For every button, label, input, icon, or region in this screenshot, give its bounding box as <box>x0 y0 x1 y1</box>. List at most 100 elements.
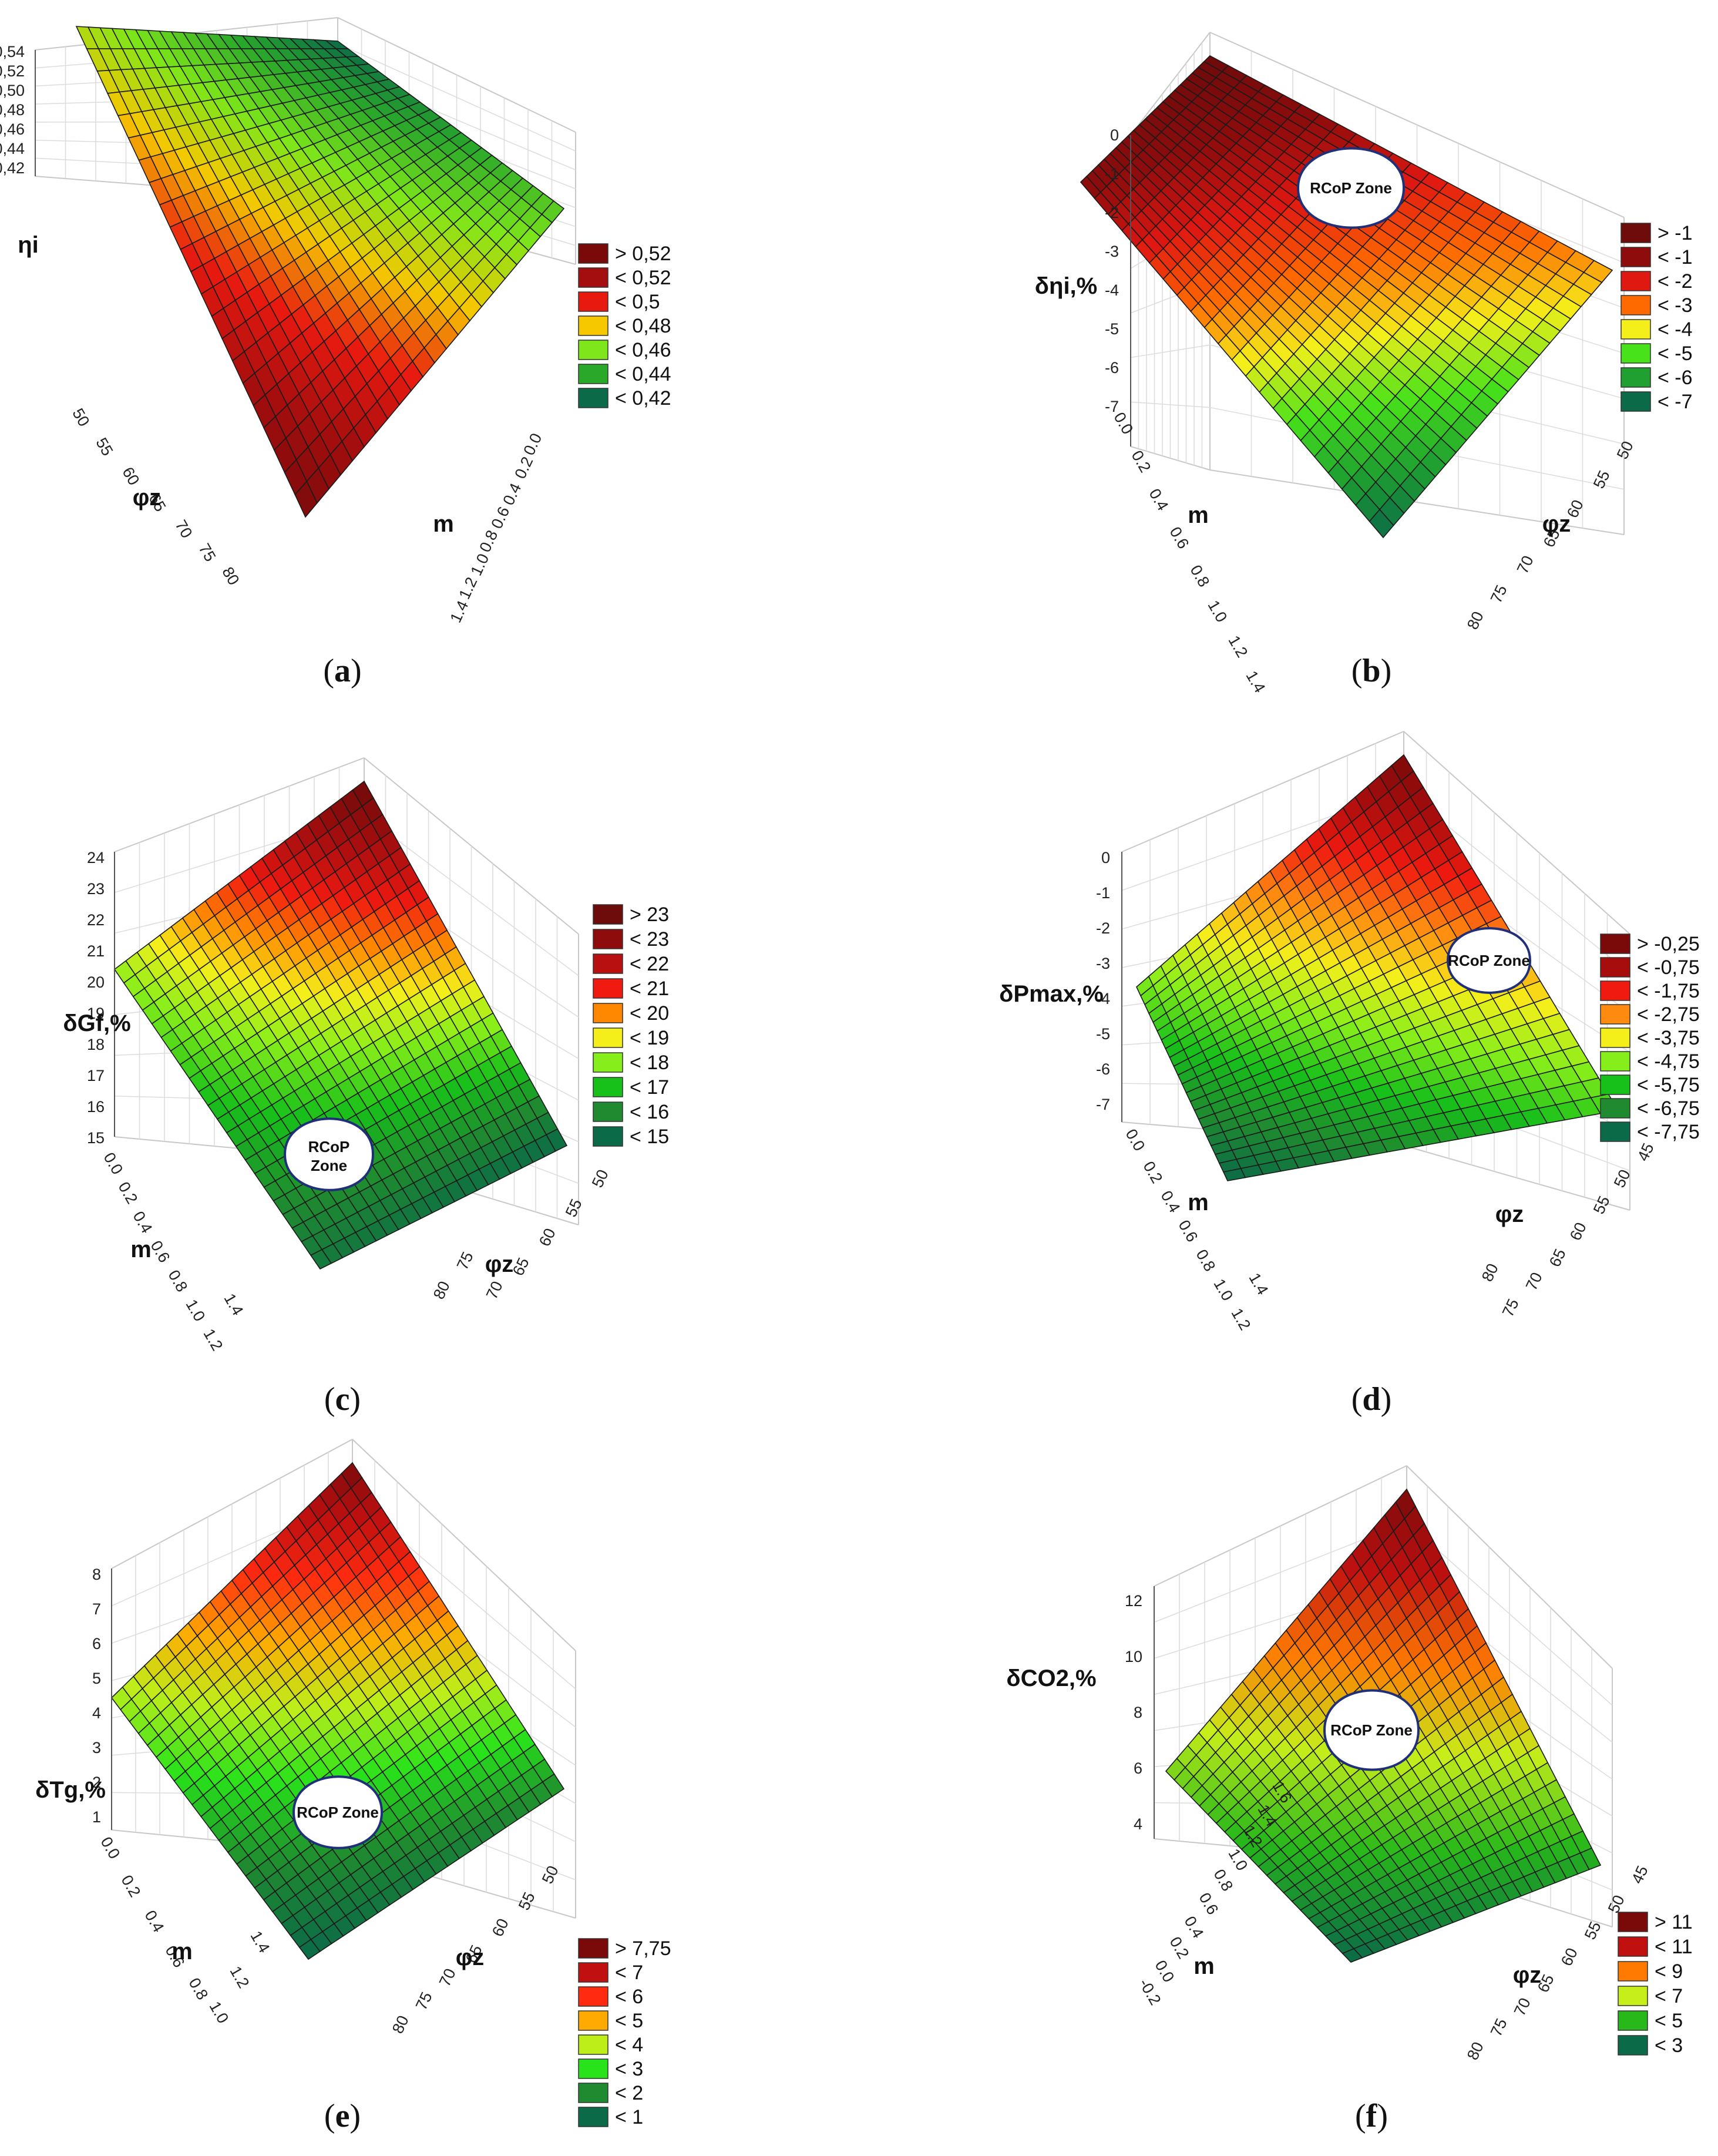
legend-swatch <box>1600 1098 1630 1119</box>
caption-e: (e) <box>324 2098 361 2134</box>
legend-swatch <box>1600 1004 1630 1025</box>
z-tick-label: 20 <box>87 973 105 991</box>
legend-swatch <box>1618 1912 1648 1932</box>
z-axis-title: δTg,% <box>35 1777 106 1803</box>
chart-c-surface <box>113 780 568 1270</box>
z-tick-label: -4 <box>1105 281 1119 299</box>
caption-a: (a) <box>323 653 362 689</box>
legend-label: < 17 <box>630 1076 669 1099</box>
x-tick-label: 55 <box>515 1889 539 1913</box>
z-tick-label: 0 <box>1110 126 1119 144</box>
z-tick-label: 3 <box>92 1739 101 1757</box>
legend-label: < 3 <box>615 2058 643 2080</box>
y-tick-label: 0.4 <box>129 1208 156 1237</box>
y-tick-label: 1.2 <box>200 1326 226 1354</box>
y-axis-title: m <box>433 511 454 537</box>
frame-grid-line <box>1406 1522 1613 1706</box>
legend-swatch <box>1600 1051 1630 1072</box>
legend-label: < 21 <box>630 978 669 1000</box>
z-tick-label: -1 <box>1096 884 1110 902</box>
y-tick-label: 1.4 <box>220 1291 247 1319</box>
z-tick-label: 15 <box>87 1129 105 1147</box>
caption-b: (b) <box>1351 653 1392 689</box>
chart-c-svg: RCoPZone24232221201918171615505560657075… <box>63 757 669 1354</box>
legend-label: < 0,46 <box>615 339 671 361</box>
chart-d-surface <box>1136 754 1619 1181</box>
legend-swatch <box>1600 957 1630 978</box>
z-axis-title: δGf,% <box>63 1010 130 1036</box>
legend-swatch <box>578 2107 608 2127</box>
z-axis-title: δηi,% <box>1035 273 1097 299</box>
frame-grid-line <box>1130 344 1211 358</box>
y-tick-label: 0.0 <box>97 1834 123 1862</box>
legend-swatch <box>1620 271 1651 291</box>
y-tick-label: 0.2 <box>1139 1158 1166 1187</box>
chart-a-legend: > 0,52< 0,52< 0,5< 0,48< 0,46< 0,44< 0,4… <box>578 243 671 409</box>
legend-swatch <box>1620 391 1651 412</box>
z-tick-label: 10 <box>1125 1648 1142 1665</box>
x-tick-label: 75 <box>453 1249 477 1272</box>
legend-swatch <box>593 929 623 949</box>
legend-label: < 11 <box>1655 1936 1693 1958</box>
x-axis-title: φz <box>456 1945 485 1970</box>
legend-label: < -0,75 <box>1637 956 1700 979</box>
rcop-zone-shape <box>1323 1689 1420 1771</box>
legend-label: < 18 <box>630 1052 669 1074</box>
z-tick-label: 4 <box>1134 1815 1142 1833</box>
z-tick-label: 24 <box>87 849 105 867</box>
x-tick-label: 60 <box>489 1916 512 1939</box>
legend-swatch <box>1600 980 1630 1001</box>
chart-d-legend: > -0,25< -0,75< -1,75< -2,75< -3,75< -4,… <box>1600 933 1700 1143</box>
x-tick-label: 70 <box>172 517 196 541</box>
z-tick-label: 6 <box>92 1635 101 1653</box>
z-tick-label: 22 <box>87 911 105 929</box>
x-tick-label: 60 <box>1558 1945 1581 1969</box>
x-axis-title: φz <box>1495 1201 1524 1227</box>
rcop-zone-shape <box>283 1117 375 1191</box>
caption-f: (f) <box>1355 2098 1388 2134</box>
legend-label: < -6,75 <box>1637 1097 1700 1120</box>
y-tick-label: 1.2 <box>1225 633 1251 661</box>
z-tick-label: 23 <box>87 880 105 898</box>
z-tick-label: 0,50 <box>0 82 25 99</box>
z-tick-label: 0,54 <box>0 43 25 61</box>
z-tick-label: 0,44 <box>0 140 25 157</box>
x-tick-label: 70 <box>1511 1995 1534 2019</box>
z-tick-label: -6 <box>1096 1060 1110 1078</box>
x-tick-label: 45 <box>1634 1140 1658 1164</box>
legend-swatch <box>593 904 623 925</box>
y-tick-label: 0.2 <box>511 454 536 482</box>
legend-swatch <box>593 1052 623 1073</box>
legend-swatch <box>578 2034 608 2055</box>
y-tick-label: 0.4 <box>1157 1188 1184 1216</box>
y-tick-label: 0.8 <box>476 528 501 555</box>
legend-swatch <box>1620 223 1651 243</box>
legend-label: < -4 <box>1658 318 1693 341</box>
x-tick-label: 80 <box>430 1278 453 1302</box>
x-tick-label: 55 <box>1590 468 1613 491</box>
y-tick-label: 0.8 <box>164 1267 191 1295</box>
y-tick-label: 1.4 <box>247 1928 273 1956</box>
legend-label: < -1 <box>1658 246 1693 268</box>
z-tick-label: -5 <box>1096 1025 1110 1043</box>
rcop-zone-label: RCoP Zone <box>1310 179 1392 197</box>
z-tick-label: -5 <box>1105 320 1119 338</box>
z-tick-label: -3 <box>1096 955 1110 972</box>
legend-label: < 20 <box>630 1002 669 1025</box>
y-tick-label: 1.0 <box>1204 597 1230 626</box>
legend-label: > -0,25 <box>1637 933 1700 955</box>
x-axis-title: φz <box>1542 511 1571 537</box>
x-tick-label: 45 <box>1628 1863 1652 1886</box>
legend-label: < 1 <box>615 2106 643 2128</box>
y-tick-label: 0.2 <box>1166 1934 1192 1962</box>
x-tick-label: 75 <box>195 540 219 565</box>
z-tick-label: 18 <box>87 1036 105 1053</box>
legend-swatch <box>593 978 623 999</box>
legend-label: < -2 <box>1658 270 1693 293</box>
legend-swatch <box>593 1101 623 1122</box>
chart-e-legend: > 7,75< 7< 6< 5< 4< 3< 2< 1 <box>578 1937 671 2128</box>
legend-swatch <box>593 1077 623 1097</box>
x-tick-label: 80 <box>1464 2039 1487 2063</box>
y-tick-label: 0.6 <box>1195 1890 1222 1918</box>
z-axis-title: δPmax,% <box>999 981 1104 1007</box>
